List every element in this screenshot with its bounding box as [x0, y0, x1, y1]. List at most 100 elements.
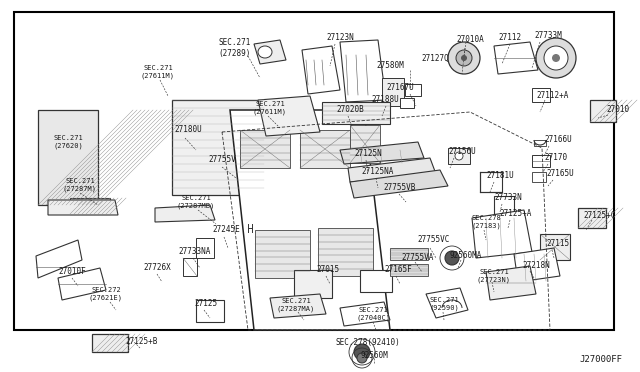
- Polygon shape: [348, 158, 436, 182]
- Text: 92560MA: 92560MA: [450, 250, 482, 260]
- Polygon shape: [58, 268, 106, 300]
- Text: 27170: 27170: [545, 154, 568, 163]
- Bar: [196, 300, 224, 322]
- Bar: [350, 125, 380, 163]
- Bar: [70, 198, 110, 214]
- Text: 27755VB: 27755VB: [384, 183, 416, 192]
- Text: 27218N: 27218N: [522, 260, 550, 269]
- Text: 27125+A: 27125+A: [500, 209, 532, 218]
- Polygon shape: [254, 40, 286, 64]
- Text: 27580M: 27580M: [376, 61, 404, 70]
- Bar: [92, 334, 128, 352]
- Text: 27015: 27015: [316, 266, 340, 275]
- Bar: [532, 155, 550, 167]
- Bar: [382, 78, 404, 106]
- Text: J27000FF: J27000FF: [579, 355, 622, 364]
- Circle shape: [456, 50, 472, 66]
- Text: 27125+B: 27125+B: [126, 337, 158, 346]
- Polygon shape: [486, 266, 536, 300]
- Text: 27755VA: 27755VA: [402, 253, 434, 263]
- Polygon shape: [258, 96, 320, 136]
- Text: 27733N: 27733N: [494, 192, 522, 202]
- Circle shape: [448, 42, 480, 74]
- Text: 27123N: 27123N: [326, 33, 354, 42]
- Text: SEC.271
(27723N): SEC.271 (27723N): [477, 269, 511, 283]
- Text: SEC.271
(27611M): SEC.271 (27611M): [253, 101, 287, 115]
- Text: SEC.271
(27040C): SEC.271 (27040C): [356, 307, 390, 321]
- Text: SEC.278
(27183): SEC.278 (27183): [471, 215, 501, 229]
- Text: 27733NA: 27733NA: [179, 247, 211, 257]
- Bar: [318, 228, 373, 276]
- Text: 27125NA: 27125NA: [362, 167, 394, 176]
- Bar: [322, 102, 390, 124]
- Text: 27020B: 27020B: [336, 106, 364, 115]
- Bar: [360, 270, 392, 292]
- Polygon shape: [230, 110, 390, 330]
- Circle shape: [461, 55, 467, 61]
- Bar: [492, 215, 514, 223]
- Bar: [578, 208, 606, 228]
- Circle shape: [445, 251, 459, 265]
- Text: 27180U: 27180U: [174, 125, 202, 135]
- Text: 27726X: 27726X: [143, 263, 171, 273]
- Bar: [390, 248, 428, 260]
- Bar: [540, 234, 570, 260]
- Circle shape: [536, 38, 576, 78]
- Circle shape: [455, 152, 463, 160]
- Text: SEC.271
(27287MA): SEC.271 (27287MA): [277, 298, 315, 312]
- Bar: [405, 84, 421, 96]
- Text: 27755VC: 27755VC: [418, 235, 450, 244]
- Polygon shape: [350, 170, 448, 198]
- Bar: [255, 230, 310, 278]
- Text: SEC.272
(27621E): SEC.272 (27621E): [89, 287, 123, 301]
- Bar: [448, 148, 470, 164]
- Bar: [240, 130, 290, 168]
- Bar: [532, 172, 546, 182]
- Polygon shape: [340, 302, 390, 326]
- Text: 27165U: 27165U: [546, 170, 574, 179]
- Circle shape: [354, 344, 370, 360]
- Bar: [532, 88, 550, 102]
- Bar: [183, 258, 197, 276]
- Bar: [480, 172, 502, 192]
- Polygon shape: [472, 210, 532, 258]
- Bar: [300, 130, 350, 168]
- Polygon shape: [302, 46, 340, 94]
- Text: 27115: 27115: [547, 240, 570, 248]
- Text: SEC.271
(27289): SEC.271 (27289): [219, 38, 251, 58]
- Text: 27181U: 27181U: [486, 170, 514, 180]
- Text: 27245E: 27245E: [212, 225, 240, 234]
- Text: SEC.271
(27611M): SEC.271 (27611M): [141, 65, 175, 79]
- Text: SEC.278(92410): SEC.278(92410): [335, 339, 401, 347]
- Text: 27010: 27010: [607, 106, 630, 115]
- Bar: [494, 196, 514, 214]
- Polygon shape: [172, 100, 264, 195]
- Text: 27125+C: 27125+C: [584, 211, 616, 219]
- Text: SEC.271
(27287M): SEC.271 (27287M): [63, 178, 97, 192]
- Bar: [38, 110, 98, 205]
- Polygon shape: [514, 248, 560, 282]
- Bar: [196, 238, 214, 258]
- Text: 27166U: 27166U: [544, 135, 572, 144]
- Text: SEC.271
(27287MB): SEC.271 (27287MB): [177, 195, 215, 209]
- Text: 27733M: 27733M: [534, 32, 562, 41]
- Text: 27112: 27112: [499, 33, 522, 42]
- Bar: [14, 12, 614, 330]
- Text: 27127Q: 27127Q: [421, 54, 449, 62]
- Bar: [294, 270, 332, 298]
- Text: 27165F: 27165F: [384, 266, 412, 275]
- Text: 27010F: 27010F: [58, 267, 86, 276]
- Polygon shape: [494, 42, 538, 74]
- Polygon shape: [155, 205, 215, 222]
- Bar: [590, 100, 616, 122]
- Text: 27188U: 27188U: [371, 96, 399, 105]
- Polygon shape: [36, 240, 82, 278]
- Polygon shape: [270, 294, 326, 318]
- Text: 27112+A: 27112+A: [537, 90, 569, 99]
- Text: 27167U: 27167U: [386, 83, 414, 93]
- Circle shape: [357, 353, 367, 363]
- Text: 27755V: 27755V: [208, 155, 236, 164]
- Circle shape: [544, 46, 568, 70]
- Text: SEC.271
(92590): SEC.271 (92590): [429, 297, 459, 311]
- Circle shape: [552, 54, 560, 62]
